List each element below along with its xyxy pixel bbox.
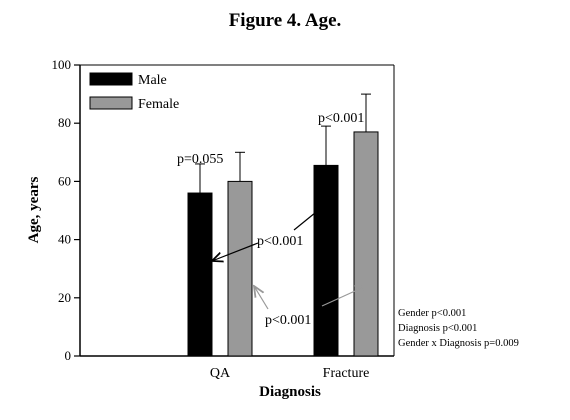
y-tick-label: 100 xyxy=(52,57,72,72)
male-cross-p-value: p<0.001 xyxy=(257,234,303,249)
male-comparison-arrow-right xyxy=(293,204,326,231)
legend-label-female: Female xyxy=(138,97,179,112)
female-comparison-arrow-right xyxy=(321,286,366,307)
male-comparison-arrow-left xyxy=(212,242,259,261)
y-tick-label: 80 xyxy=(58,115,71,130)
legend: Male Female xyxy=(89,72,179,112)
y-tick-label: 0 xyxy=(65,348,72,363)
x-tick-label: Fracture xyxy=(323,366,370,381)
plot-frame xyxy=(79,64,395,357)
fracture-p-value: p<0.001 xyxy=(318,111,364,126)
stats-block: Gender p<0.001 Diagnosis p<0.001 Gender … xyxy=(398,308,519,349)
stats-line: Gender p<0.001 xyxy=(398,308,466,319)
x-tick-label: QA xyxy=(210,366,231,381)
y-axis-title: Age, years xyxy=(26,177,42,244)
bar-male-qa xyxy=(187,192,213,357)
y-tick-label: 20 xyxy=(58,290,71,305)
chart-title: Figure 4. Age. xyxy=(229,10,342,31)
x-axis-title: Diagnosis xyxy=(259,384,321,400)
female-comparison-arrow-left xyxy=(254,286,269,310)
legend-swatch-female xyxy=(89,96,133,110)
y-tick-label: 40 xyxy=(58,232,71,247)
stats-line: Diagnosis p<0.001 xyxy=(398,323,477,334)
legend-swatch-male xyxy=(89,72,133,86)
legend-label-male: Male xyxy=(138,73,167,88)
x-axis-labels: QA Fracture xyxy=(210,366,369,381)
stats-line: Gender x Diagnosis p=0.009 xyxy=(398,338,519,349)
y-tick-label: 60 xyxy=(58,173,71,188)
bar-female-fracture xyxy=(353,131,379,357)
annotations: p=0.055 p<0.001 p<0.001 p<0.001 xyxy=(177,111,366,328)
y-axis-ticks: 0 20 40 60 80 100 xyxy=(52,57,80,363)
female-cross-p-value: p<0.001 xyxy=(265,313,311,328)
bars xyxy=(187,93,379,357)
bar-female-qa xyxy=(227,180,253,357)
qa-p-value: p=0.055 xyxy=(177,152,223,167)
bar-male-fracture xyxy=(313,164,339,357)
